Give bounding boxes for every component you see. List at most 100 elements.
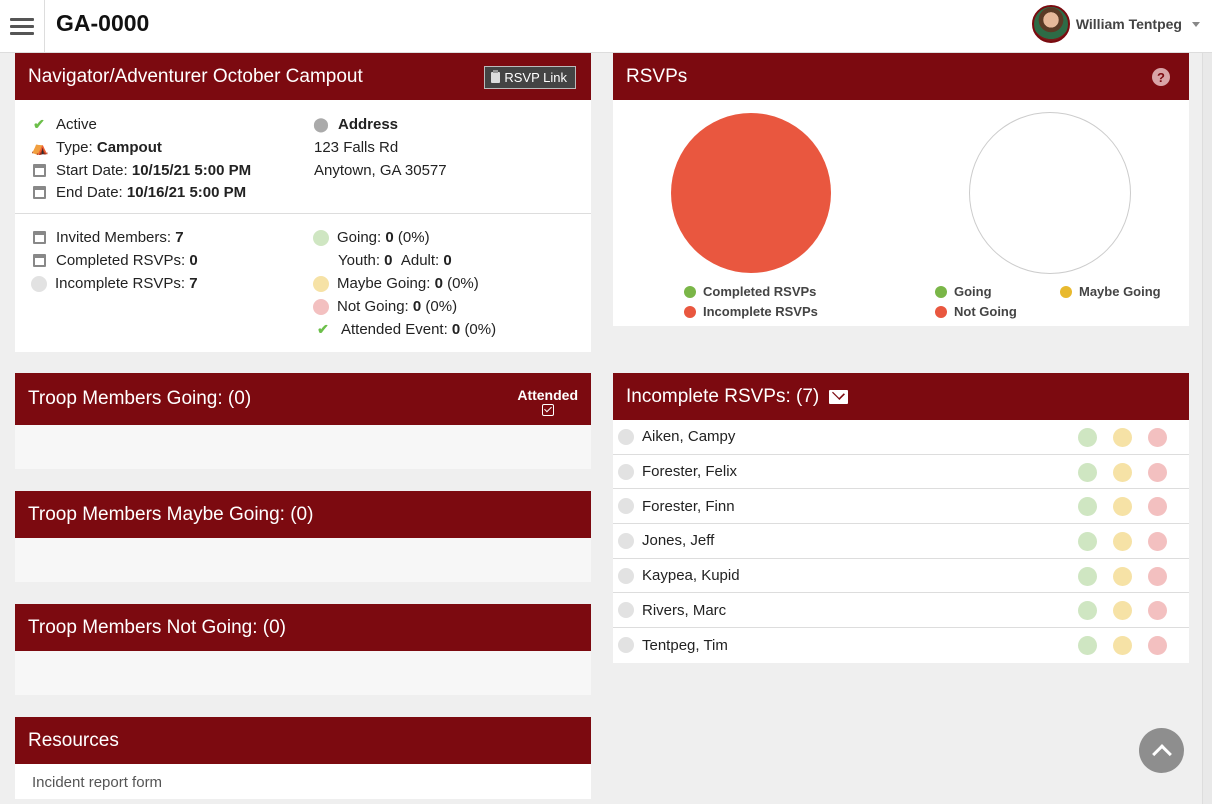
maybe-dot-icon [313,275,329,292]
invited-value: 7 [175,229,184,246]
completed-label: Completed RSVPs: [56,252,186,269]
rsvp-maybe-button[interactable] [1113,601,1132,621]
event-panel: Navigator/Adventurer October Campout RSV… [15,53,591,352]
incomplete-panel: Incomplete RSVPs: (7) Aiken, Campy Forest… [613,373,1189,663]
notgoing-panel: Troop Members Not Going: (0) [15,604,591,695]
legend-going: Going [935,284,992,299]
notgoing-value: 0 [412,298,422,315]
incomplete-title: Incomplete RSVPs: (7) [626,385,820,407]
notgoing-title: Troop Members Not Going: (0) [28,616,286,638]
start-label: Start Date: [56,162,128,179]
incomplete-member-list: Aiken, Campy Forester, Felix Forester, Fin… [613,420,1189,663]
legend-incomplete-label: Incomplete RSVPs [703,304,818,319]
page-scrollbar[interactable] [1202,53,1212,804]
rsvp-notgoing-button[interactable] [1148,601,1167,621]
status-dot-icon [618,567,634,584]
notgoing-dot-icon [313,298,329,315]
rsvp-notgoing-button[interactable] [1148,566,1167,586]
rsvp-going-button[interactable] [1078,636,1097,656]
attended-label: Attended Event: [341,321,448,338]
rsvp-maybe-button[interactable] [1113,532,1132,552]
legend-notgoing-label: Not Going [954,304,1017,319]
tent-icon: ⛺ [31,139,49,155]
start-value: 10/15/21 5:00 PM [131,162,252,179]
rsvp-going-button[interactable] [1078,532,1097,552]
rsvp-charts: Completed RSVPs Incomplete RSVPs Going M… [613,100,1189,326]
chevron-down-icon[interactable] [1192,21,1200,27]
member-row: Aiken, Campy [613,420,1189,455]
resources-header: Resources [15,717,591,764]
going-value: 0 [385,229,394,246]
type-value: Campout [96,139,162,156]
going-pct: (0%) [397,229,430,246]
rsvp-notgoing-button[interactable] [1148,497,1167,517]
member-name: Forester, Felix [642,463,738,481]
rsvp-maybe-button[interactable] [1113,566,1132,586]
attended-column[interactable]: Attended [517,387,578,416]
member-name: Tentpeg, Tim [642,636,728,654]
rsvp-maybe-button[interactable] [1113,497,1132,517]
rsvp-notgoing-button[interactable] [1148,532,1167,552]
incomplete-dot-icon [31,275,47,292]
legend-dot-icon [684,305,696,318]
rsvp-notgoing-button[interactable] [1148,636,1167,656]
rsvp-notgoing-button[interactable] [1148,428,1167,447]
going-header: Troop Members Going: (0) Attended [15,373,591,425]
legend-completed-label: Completed RSVPs [703,284,817,299]
type-label: Type: [56,139,93,156]
rsvp-going-button[interactable] [1078,601,1097,621]
adult-label: Adult: [400,252,440,269]
rsvp-link-label: RSVP Link [504,70,567,85]
mail-icon[interactable] [829,389,849,404]
legend-dot-icon [1060,285,1072,298]
avatar[interactable] [1031,5,1070,43]
help-icon[interactable]: ? [1152,68,1170,86]
legend-going-label: Going [954,284,992,299]
hamburger-menu-icon[interactable] [0,0,45,53]
going-panel: Troop Members Going: (0) Attended [15,373,591,469]
legend-dot-icon [935,285,947,298]
calendar-plus-icon [33,231,46,244]
maybe-label: Maybe Going: [337,275,431,292]
rsvp-notgoing-button[interactable] [1148,462,1167,482]
address-label: Address [338,116,399,133]
user-menu[interactable]: William Tentpeg [1031,5,1200,43]
notgoing-label: Not Going: [337,298,409,315]
rsvp-maybe-button[interactable] [1113,636,1132,656]
checkbox-icon[interactable] [541,404,554,416]
resource-link[interactable]: Incident report form [32,774,163,791]
incomplete-header: Incomplete RSVPs: (7) [613,373,1189,420]
member-row: Rivers, Marc [613,593,1189,629]
end-value: 10/16/21 5:00 PM [126,184,247,201]
rsvp-going-button[interactable] [1078,428,1097,447]
status-dot-icon [618,637,634,654]
rsvp-maybe-button[interactable] [1113,462,1132,482]
calendar-check-icon [33,254,46,267]
rsvp-response-pie[interactable] [969,112,1131,274]
member-name: Jones, Jeff [642,532,715,550]
invited-label: Invited Members: [56,229,172,246]
rsvp-maybe-button[interactable] [1113,428,1132,447]
end-label: End Date: [56,184,123,201]
incomplete-label: Incomplete RSVPs: [55,275,186,292]
resources-title: Resources [28,729,119,751]
maybe-value: 0 [434,275,443,292]
check-icon: ✔ [33,116,45,132]
maybe-header: Troop Members Maybe Going: (0) [15,491,591,538]
event-stats: Invited Members: 7 Completed RSVPs: 0 In… [15,214,591,352]
rsvp-going-button[interactable] [1078,462,1097,482]
rsvps-title: RSVPs [626,65,688,87]
calendar-icon [33,186,46,199]
rsvp-link-button[interactable]: RSVP Link [484,66,576,89]
rsvp-going-button[interactable] [1078,566,1097,586]
legend-dot-icon [935,305,947,318]
maybe-title: Troop Members Maybe Going: (0) [28,503,314,525]
check-icon: ✔ [317,321,329,337]
legend-maybe-label: Maybe Going [1079,284,1161,299]
rsvp-completion-pie[interactable] [671,113,831,273]
user-name[interactable]: William Tentpeg [1075,16,1182,32]
scroll-to-top-button[interactable] [1139,728,1184,773]
rsvp-going-button[interactable] [1078,497,1097,517]
map-pin-icon: ⬤ [313,116,329,132]
incomplete-value: 7 [189,275,198,292]
